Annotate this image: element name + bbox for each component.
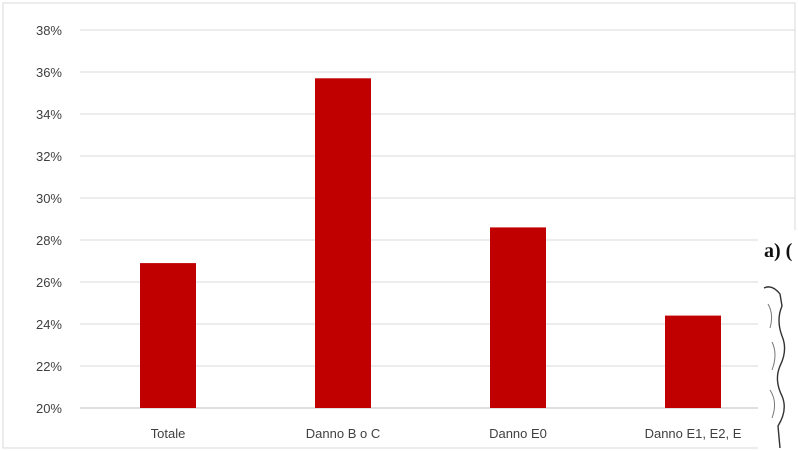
x-tick-label: Danno E1, E2, E — [645, 426, 742, 441]
y-tick-label: 30% — [36, 191, 62, 206]
overlapping-figure-fragment: a) ( — [758, 230, 798, 451]
x-tick-label: Danno E0 — [489, 426, 547, 441]
x-tick-label: Danno B o C — [306, 426, 380, 441]
y-tick-label: 36% — [36, 65, 62, 80]
x-tick-label: Totale — [151, 426, 186, 441]
bar — [665, 315, 721, 408]
y-tick-label: 22% — [36, 359, 62, 374]
y-tick-label: 32% — [36, 149, 62, 164]
y-tick-label: 26% — [36, 275, 62, 290]
overlay-panel-label: a) ( — [764, 240, 793, 262]
bar — [315, 78, 371, 409]
y-tick-label: 28% — [36, 233, 62, 248]
bar — [490, 227, 546, 408]
bar — [140, 263, 196, 408]
y-tick-label: 20% — [36, 401, 62, 416]
y-tick-label: 38% — [36, 23, 62, 38]
y-tick-label: 34% — [36, 107, 62, 122]
y-tick-label: 24% — [36, 317, 62, 332]
sketch-drawing — [763, 286, 786, 449]
